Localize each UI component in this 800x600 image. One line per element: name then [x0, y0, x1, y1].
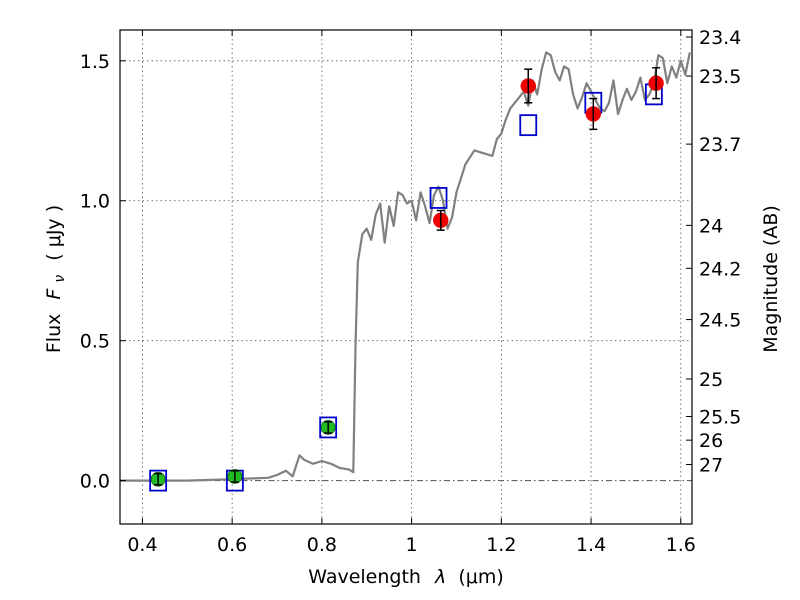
x-tick-label: 0.4: [127, 534, 157, 556]
y-axis-label-symbol: F: [43, 288, 65, 300]
x-tick-label: 1.4: [576, 534, 606, 556]
model-photometry-square: [319, 416, 338, 439]
y-tick-label: 1.0: [80, 191, 110, 213]
y-tick-label: 1.5: [80, 51, 110, 73]
plot-frame: [119, 29, 693, 525]
grid-lines: [120, 30, 692, 524]
y-axis-label: Flux F ν ( μJy ): [43, 205, 69, 353]
axis-ticks: 0.4 0.6 0.8 1 1.2 1.4 1.6 0.0 0.5 1.0 1.5 23.4 23.5 2…: [80, 27, 742, 556]
observed-points-layer: [150, 67, 664, 487]
y-axis-label-subscript: ν: [52, 275, 68, 283]
magnitude-tick-label: 27: [699, 455, 723, 477]
magnitude-tick-label: 23.5: [699, 66, 741, 88]
x-tick-label: 0.8: [307, 534, 337, 556]
model-photometry-layer: [149, 83, 663, 492]
x-axis-label-symbol: λ: [434, 566, 446, 588]
x-tick-label: 1.6: [666, 534, 696, 556]
magnitude-tick-label: 26: [699, 430, 723, 452]
model-photometry-square: [149, 469, 168, 492]
y-tick-label: 0.0: [80, 471, 110, 493]
model-photometry-square: [429, 187, 448, 209]
y-axis-label-unit: ( μJy ): [43, 205, 65, 261]
x-axis-label-unit: (μm): [458, 566, 503, 588]
magnitude-tick-label: 23.4: [699, 27, 741, 49]
x-axis-label: Wavelength λ (μm): [308, 566, 503, 588]
x-axis-label-prefix: Wavelength: [308, 566, 421, 588]
magnitude-tick-label: 24: [699, 215, 723, 237]
x-tick-label: 1.2: [486, 534, 516, 556]
magnitude-axis-label: Magnitude (AB): [760, 205, 782, 353]
y-axis-label-prefix: Flux: [43, 314, 65, 354]
x-tick-label: 0.6: [217, 534, 247, 556]
model-sed-line: [120, 51, 691, 482]
magnitude-tick-label: 24.5: [699, 310, 741, 332]
magnitude-tick-label: 25.5: [699, 406, 741, 428]
magnitude-tick-label: 25: [699, 369, 723, 391]
y-tick-label: 0.5: [80, 331, 110, 353]
model-photometry-square: [519, 114, 538, 137]
model-sed-layer: [120, 51, 691, 482]
magnitude-tick-label: 24.2: [699, 258, 741, 280]
magnitude-tick-label: 23.7: [699, 134, 741, 156]
x-tick-label: 1: [406, 534, 418, 556]
